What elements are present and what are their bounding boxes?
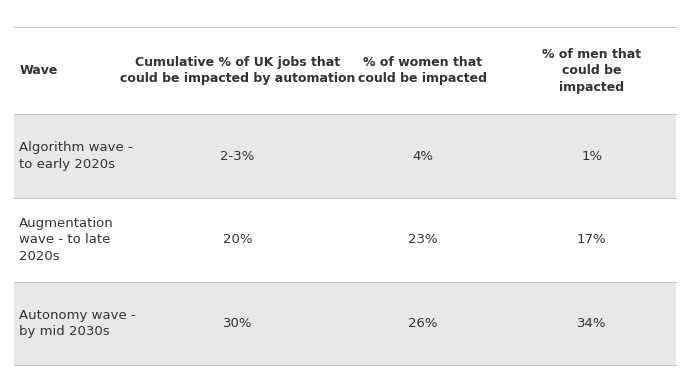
Text: 1%: 1% xyxy=(581,149,602,163)
Text: 2-3%: 2-3% xyxy=(220,149,255,163)
Text: Algorithm wave -
to early 2020s: Algorithm wave - to early 2020s xyxy=(19,141,133,171)
Text: % of women that
could be impacted: % of women that could be impacted xyxy=(358,56,487,85)
Text: 30%: 30% xyxy=(223,317,252,330)
Text: Augmentation
wave - to late
2020s: Augmentation wave - to late 2020s xyxy=(19,217,114,263)
Text: 26%: 26% xyxy=(408,317,437,330)
Bar xyxy=(14,27,676,114)
Text: Autonomy wave -
by mid 2030s: Autonomy wave - by mid 2030s xyxy=(19,308,136,338)
Text: % of men that
could be
impacted: % of men that could be impacted xyxy=(542,48,641,94)
Text: 34%: 34% xyxy=(577,317,607,330)
Bar xyxy=(14,114,676,198)
Text: 4%: 4% xyxy=(413,149,433,163)
Text: Wave: Wave xyxy=(19,64,58,77)
Text: 20%: 20% xyxy=(223,233,252,246)
Text: 17%: 17% xyxy=(577,233,607,246)
Text: 23%: 23% xyxy=(408,233,437,246)
Text: Cumulative % of UK jobs that
could be impacted by automation: Cumulative % of UK jobs that could be im… xyxy=(119,56,355,85)
Bar xyxy=(14,198,676,282)
Bar xyxy=(14,282,676,365)
